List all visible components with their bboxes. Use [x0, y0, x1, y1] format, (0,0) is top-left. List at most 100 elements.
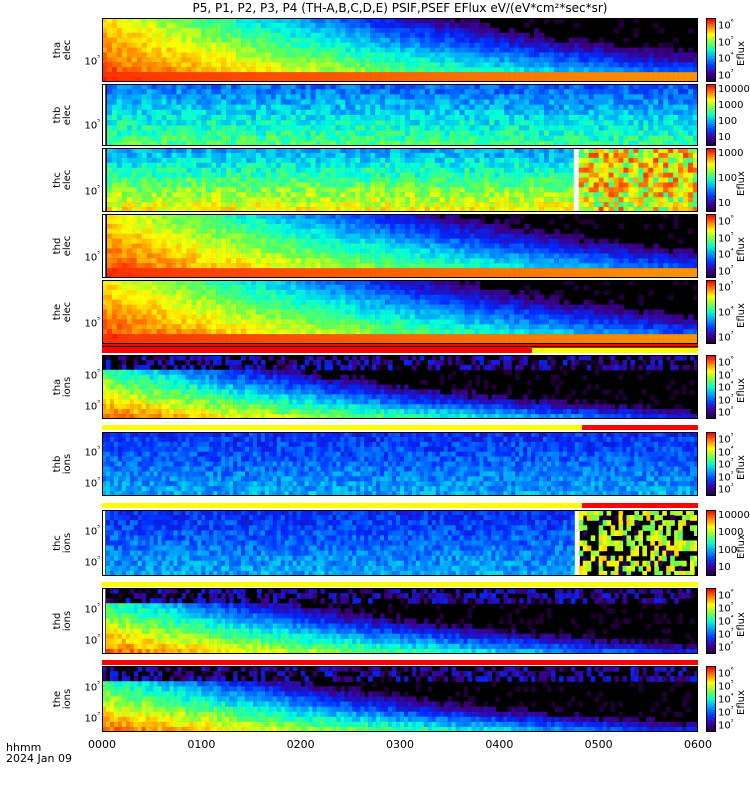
- flag-segment: [532, 348, 698, 353]
- flag-segment: [102, 425, 583, 430]
- quality-flag-bar: [102, 582, 698, 587]
- quality-flag-bar: [102, 503, 698, 508]
- colorbar-tick-label: 10²: [718, 405, 734, 419]
- heatmap-the-elec: [102, 280, 698, 344]
- y-tick-label: 10⁵: [84, 118, 100, 132]
- colorbar-tick-label: 100: [718, 544, 738, 556]
- y-axis-label-thd-elec: thd elec: [52, 235, 73, 257]
- colorbar-tick-label: 10⁵: [718, 601, 734, 615]
- heatmap-thc-ions: [102, 510, 698, 576]
- heatmap-thb-ions: [102, 432, 698, 496]
- spectrogram-panel-thc-ions: [102, 510, 698, 576]
- colorbar-tick-label: 10²: [718, 718, 734, 732]
- heatmap-thd-ions: [102, 588, 698, 654]
- colorbar-unit-label: Eflux: [736, 612, 747, 637]
- colorbar-unit-label: Eflux: [736, 534, 747, 559]
- x-tick-label: 0600: [684, 738, 712, 751]
- colorbar-tick-label: 10⁵: [718, 34, 734, 48]
- x-tick-label: 0200: [286, 738, 315, 751]
- colorbar-tick-label: 10³: [718, 457, 734, 471]
- y-tick-label: 10³: [84, 398, 100, 413]
- colorbar-tick-label: 10⁶: [718, 214, 734, 228]
- x-tick-label: 0500: [584, 738, 613, 751]
- colorbar-tick-label: 1000: [718, 148, 744, 159]
- y-tick-label: 10³: [84, 711, 100, 725]
- colorbar-tick-label: 100: [718, 173, 738, 184]
- colorbar-tick-label: 10³: [718, 392, 734, 406]
- colorbar-tick-label: 10: [718, 132, 731, 143]
- colorbar-tick-label: 10³: [718, 627, 734, 641]
- colorbar: [706, 18, 716, 82]
- y-tick-label: 10⁵: [84, 445, 100, 459]
- colorbar-tick-label: 10: [718, 198, 731, 209]
- colorbar: [706, 510, 716, 576]
- spectrogram-panel-thb-ions: [102, 432, 698, 496]
- flag-segment: [102, 503, 583, 508]
- colorbar-tick-label: 10⁶: [718, 588, 734, 602]
- colorbar-tick-label: 10⁶: [718, 355, 734, 369]
- spectrogram-panel-thd-ions: [102, 588, 698, 654]
- colorbar: [706, 666, 716, 732]
- y-tick-label: 10⁵: [84, 679, 100, 694]
- y-tick-label: 10³: [84, 555, 100, 569]
- y-axis-label-the-elec: the elec: [52, 301, 73, 323]
- y-axis-label-thd-ions: thd ions: [52, 610, 73, 632]
- colorbar-tick-label: 10⁴: [718, 444, 734, 458]
- y-tick-label: 10⁵: [84, 53, 100, 67]
- spectrogram-panel-tha-elec: [102, 18, 698, 82]
- y-tick-label: 10⁵: [84, 183, 100, 197]
- y-axis-label-the-ions: the ions: [52, 688, 73, 710]
- x-tick-label: 0000: [88, 738, 116, 751]
- colorbar-tick-label: 10⁶: [718, 666, 734, 680]
- spectrogram-panel-the-ions: [102, 666, 698, 732]
- colorbar-tick-label: 10⁵: [718, 230, 734, 244]
- y-axis-label-thb-elec: thb elec: [52, 104, 73, 126]
- heatmap-thc-elec: [102, 148, 698, 212]
- colorbar: [706, 280, 716, 344]
- y-axis-label-thc-elec: thc elec: [52, 169, 73, 191]
- x-tick-label: 0100: [187, 738, 216, 751]
- colorbar-tick-label: 10³: [718, 330, 734, 344]
- colorbar-tick-label: 1000: [718, 527, 744, 539]
- y-tick-label: 10⁵: [84, 315, 100, 329]
- spectrogram-panel-thd-elec: [102, 214, 698, 278]
- colorbar-tick-label: 100: [718, 116, 738, 127]
- flag-segment: [102, 346, 698, 347]
- colorbar-unit-label: Eflux: [736, 455, 747, 480]
- colorbar-tick-label: 10⁴: [718, 247, 734, 261]
- quality-flag-bar: [102, 348, 698, 353]
- spectrogram-panel-the-elec: [102, 280, 698, 344]
- colorbar: [706, 84, 716, 146]
- quality-flag-bar: [102, 344, 698, 349]
- y-tick-label: 10⁵: [84, 368, 100, 382]
- quality-flag-bar: [102, 425, 698, 430]
- flag-segment: [102, 660, 698, 665]
- colorbar-tick-label: 10⁶: [718, 18, 734, 32]
- heatmap-tha-ions: [102, 355, 698, 419]
- page-title: P5, P1, P2, P3, P4 (TH-A,B,C,D,E) PSIF,P…: [192, 1, 608, 15]
- colorbar-tick-label: 10³: [718, 264, 734, 278]
- spectrogram-panel-thc-elec: [102, 148, 698, 212]
- colorbar-tick-label: 1000: [718, 100, 744, 111]
- colorbar-tick-label: 10³: [718, 68, 734, 82]
- heatmap-thd-elec: [102, 214, 698, 278]
- colorbar-tick-label: 10⁵: [718, 280, 734, 294]
- quality-flag-bar: [102, 660, 698, 665]
- heatmap-tha-elec: [102, 18, 698, 82]
- y-tick-label: 10⁵: [84, 523, 100, 538]
- y-tick-label: 10⁵: [84, 249, 100, 263]
- colorbar-unit-label: Eflux: [736, 41, 747, 66]
- colorbar-unit-label: Eflux: [736, 171, 747, 196]
- y-axis-label-tha-elec: tha elec: [52, 39, 73, 61]
- colorbar-unit-label: Eflux: [736, 378, 747, 403]
- x-tick-label: 0400: [485, 738, 514, 751]
- spectrogram-panel-tha-ions: [102, 355, 698, 419]
- colorbar: [706, 432, 716, 496]
- y-axis-label-thb-ions: thb ions: [52, 453, 73, 475]
- colorbar-unit-label: Eflux: [736, 237, 747, 262]
- colorbar-tick-label: 10⁴: [718, 380, 734, 394]
- colorbar-unit-label: Eflux: [736, 690, 747, 715]
- colorbar: [706, 588, 716, 654]
- y-tick-label: 10³: [84, 475, 100, 490]
- spectrogram-panel-thb-elec: [102, 84, 698, 146]
